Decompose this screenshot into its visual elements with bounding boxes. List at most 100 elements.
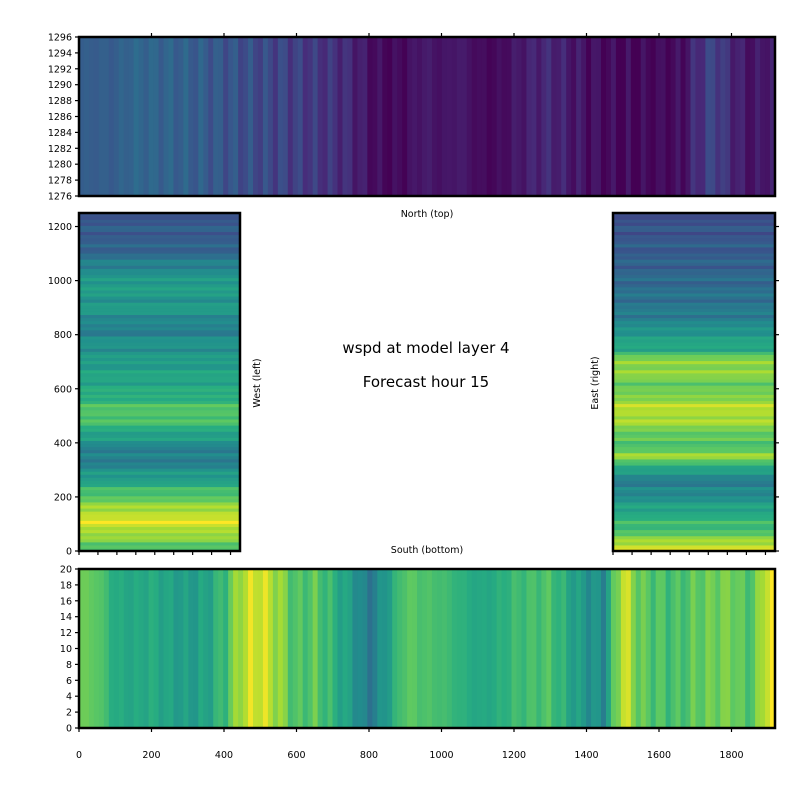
north-y-tick-label: 1276 bbox=[48, 192, 72, 203]
north-y-tick-label: 1294 bbox=[48, 48, 72, 59]
south-heat-cell bbox=[402, 569, 408, 728]
south-heat-cell bbox=[133, 569, 140, 728]
east-heat-cell bbox=[613, 240, 775, 245]
west-heat-cell bbox=[79, 397, 240, 402]
east-heat-cell bbox=[613, 437, 775, 441]
south-y-tick-label: 12 bbox=[60, 628, 72, 639]
south-x-tick-label: 200 bbox=[142, 750, 160, 761]
east-panel-frame bbox=[611, 211, 777, 553]
south-heat-cell bbox=[347, 569, 354, 728]
south-heat-cell bbox=[88, 569, 95, 728]
south-heat-cell bbox=[118, 569, 125, 728]
south-heat-cell bbox=[228, 569, 234, 728]
east-heat-cell bbox=[613, 504, 775, 509]
west-heat-cell bbox=[79, 480, 240, 484]
north-heat-cell bbox=[123, 37, 130, 196]
north-heat-cell bbox=[88, 37, 95, 196]
south-heat-cell bbox=[670, 569, 677, 728]
east-heat-cell bbox=[613, 335, 775, 340]
west-heat-cell bbox=[79, 498, 240, 503]
south-heat-cell bbox=[665, 569, 672, 728]
west-heat-cell bbox=[79, 446, 240, 451]
south-heat-cell bbox=[675, 569, 682, 728]
north-heat-cell bbox=[163, 37, 170, 196]
east-heat-cell bbox=[613, 514, 775, 518]
north-heat-cell bbox=[342, 37, 349, 196]
north-heat-cell bbox=[655, 37, 662, 196]
south-heat-cell bbox=[650, 569, 657, 728]
east-heat-cell bbox=[613, 480, 775, 484]
south-heat-cell bbox=[471, 569, 478, 728]
east-heat-cell bbox=[613, 523, 775, 528]
north-heat-cell bbox=[471, 37, 478, 196]
north-heat-cell bbox=[238, 37, 244, 196]
west-heat-cell bbox=[79, 443, 240, 448]
north-y-tick-label: 1278 bbox=[48, 176, 72, 187]
east-heat-cell bbox=[613, 415, 775, 420]
east-heat-cell bbox=[613, 277, 775, 282]
south-heat-cell bbox=[566, 569, 572, 728]
south-heat-cell bbox=[546, 569, 552, 728]
north-heat-cell bbox=[730, 37, 736, 196]
north-heat-cell bbox=[536, 37, 542, 196]
south-heat-cell bbox=[501, 569, 508, 728]
south-heat-cell bbox=[153, 569, 160, 728]
east-heat-cell bbox=[613, 363, 775, 368]
west-heat-cell bbox=[79, 256, 240, 260]
west-heat-cell bbox=[79, 320, 240, 325]
west-heat-cell bbox=[79, 538, 240, 543]
west-heat-cell bbox=[79, 437, 240, 441]
east-heat-cell bbox=[613, 311, 775, 315]
north-heat-cell bbox=[392, 37, 398, 196]
east-heat-cell bbox=[613, 234, 775, 239]
west-heat-cell bbox=[79, 311, 240, 315]
south-heat-cell bbox=[576, 569, 582, 728]
south-x-tick-label: 1400 bbox=[574, 750, 598, 761]
west-heat-cell bbox=[79, 351, 240, 355]
north-heat-cell bbox=[675, 37, 682, 196]
north-heat-cell bbox=[516, 37, 523, 196]
south-y-tick-label: 0 bbox=[66, 724, 72, 735]
south-heat-cell bbox=[556, 569, 562, 728]
west-heat-cell bbox=[79, 237, 240, 242]
north-y-tick-label: 1286 bbox=[48, 112, 72, 123]
north-y-tick-label: 1292 bbox=[48, 64, 72, 75]
west-heat-cell bbox=[79, 394, 240, 398]
east-heat-cell bbox=[613, 434, 775, 438]
west-heat-cell bbox=[79, 474, 240, 478]
south-heat-cell bbox=[740, 569, 746, 728]
south-heat-cell bbox=[745, 569, 751, 728]
south-heat-cell bbox=[287, 569, 294, 728]
south-heat-cell bbox=[267, 569, 274, 728]
east-heat-cell bbox=[613, 351, 775, 355]
north-heat-cell bbox=[685, 37, 692, 196]
south-heat-cell bbox=[521, 569, 528, 728]
north-heat-cell bbox=[506, 37, 513, 196]
west-heat-cell bbox=[79, 213, 240, 217]
north-heat-cell bbox=[456, 37, 463, 196]
east-heat-cell bbox=[613, 228, 775, 233]
north-heat-cell bbox=[605, 37, 612, 196]
east-heat-cell bbox=[613, 406, 775, 411]
west-heat-cell bbox=[79, 431, 240, 435]
east-heat-cell bbox=[613, 308, 775, 312]
east-heat-cell bbox=[613, 532, 775, 537]
north-heat-cell bbox=[745, 37, 751, 196]
east-heat-cell bbox=[613, 511, 775, 515]
south-heat-cell bbox=[586, 569, 592, 728]
north-heat-cell bbox=[372, 37, 378, 196]
north-heat-cell bbox=[253, 37, 259, 196]
south-heat-cell bbox=[581, 569, 587, 728]
south-heat-cell bbox=[178, 569, 184, 728]
north-heat-cell bbox=[98, 37, 105, 196]
south-heat-cell bbox=[710, 569, 716, 728]
east-heat-cell bbox=[613, 409, 775, 414]
south-heat-cell bbox=[715, 569, 721, 728]
west-heat-cell bbox=[79, 354, 240, 359]
west-heat-cell bbox=[79, 409, 240, 414]
title-line-1: wspd at model layer 4 bbox=[342, 339, 509, 357]
south-heat-cell bbox=[377, 569, 383, 728]
west-y-tick-label: 0 bbox=[66, 547, 72, 558]
south-heat-cell bbox=[640, 569, 647, 728]
north-heat-cell bbox=[740, 37, 746, 196]
